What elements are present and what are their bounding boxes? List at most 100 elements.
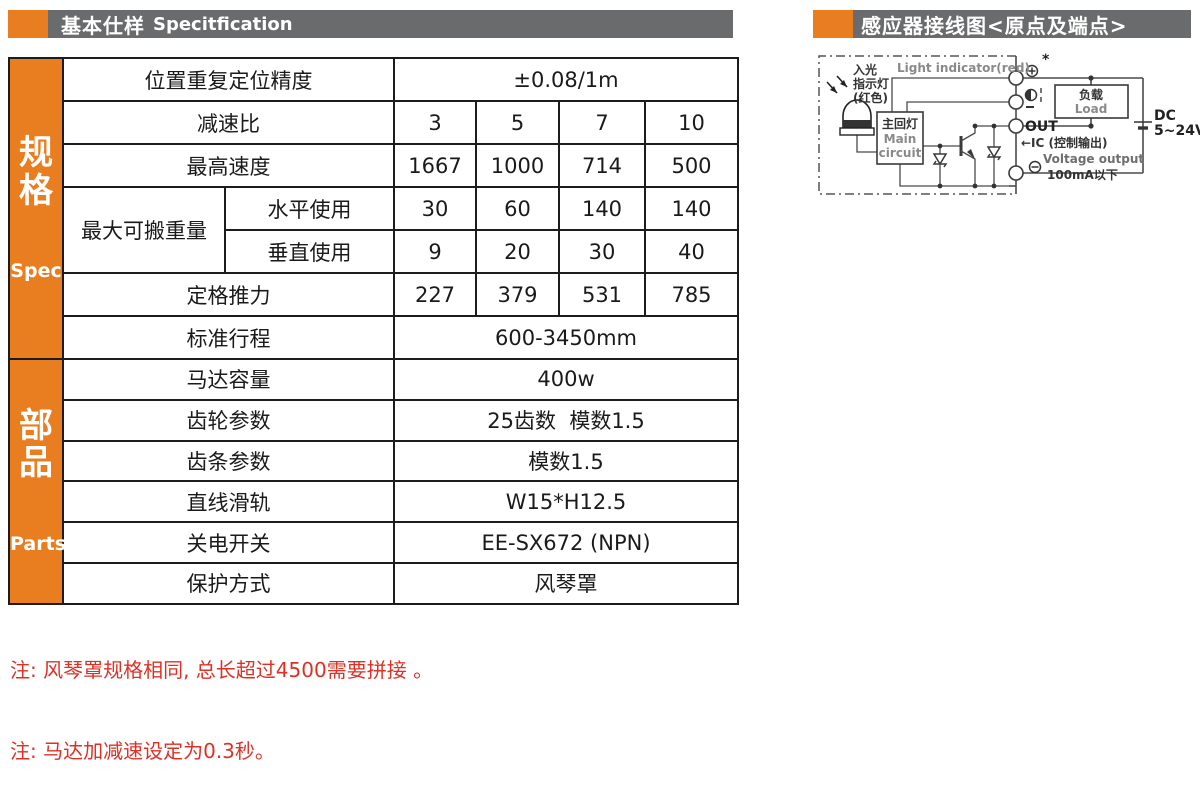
- table-row: 直线滑轨 W15*H12.5: [9, 480, 739, 524]
- thrust-label: 定格推力: [62, 272, 395, 317]
- zener-bar-icon: [932, 160, 948, 168]
- led-label-1: 入光: [853, 62, 877, 77]
- max-speed-value-1: 1667: [393, 143, 477, 188]
- thrust-value-3: 531: [558, 272, 646, 317]
- table-row: 垂直使用 9 20 30 40: [9, 229, 739, 274]
- main-circuit-en-1: Main: [884, 132, 917, 146]
- protection-label: 保护方式: [62, 561, 395, 605]
- footnote-accel: 注: 马达加减速设定为0.3秒。: [10, 739, 275, 763]
- polarity-icon: [1025, 89, 1031, 101]
- led-label-2: 指示灯: [853, 76, 889, 91]
- table-row: 规格 Spec 位置重复定位精度 ±0.08/1m: [8, 57, 739, 360]
- orange-square-icon: [8, 10, 48, 38]
- payload-vertical-value-1: 9: [393, 229, 477, 274]
- table-row: 最大可搬重量 水平使用 30 60 140 140: [9, 186, 739, 274]
- load-label-en: Load: [1075, 102, 1108, 116]
- junction-dot: [972, 123, 978, 129]
- stroke-label: 标准行程: [62, 315, 395, 360]
- current-limit-label: 100mA以下: [1047, 168, 1118, 182]
- section-spec-zh: 规格: [19, 133, 53, 211]
- dc-label: DC: [1154, 108, 1176, 124]
- load-box: [1054, 84, 1129, 119]
- table-row: 最高速度 1667 1000 714 500: [9, 143, 739, 188]
- accuracy-label: 位置重复定位精度: [62, 57, 395, 102]
- main-circuit-en-2: circuit: [879, 146, 922, 160]
- led-icon: [843, 120, 871, 128]
- internal-aux-wire: [906, 101, 1009, 112]
- load-label-zh: 负载: [1079, 87, 1103, 102]
- light-indicator-label: Light indicator(red): [897, 61, 1030, 75]
- table-row: 定格推力 227 379 531 785: [9, 272, 739, 317]
- gear-value: 25齿数 模数1.5: [393, 398, 739, 442]
- motor-label: 马达容量: [62, 358, 395, 401]
- max-speed-value-4: 500: [644, 143, 739, 188]
- led-base-icon: [839, 127, 875, 136]
- switch-value: EE-SX672 (NPN): [393, 521, 739, 564]
- led-lead-wire: [856, 135, 877, 153]
- junction-dot: [937, 143, 943, 149]
- payload-label: 最大可搬重量: [62, 186, 226, 274]
- junction-dot: [1088, 123, 1094, 129]
- internal-positive-wire: [891, 77, 1009, 112]
- out-label: OUT: [1025, 119, 1058, 135]
- thrust-value-2: 379: [475, 272, 560, 317]
- table-row: 齿轮参数 25齿数 模数1.5: [9, 398, 739, 442]
- ratio-label: 减速比: [62, 100, 395, 145]
- junction-dot: [991, 183, 997, 189]
- header-basic-spec-bar: 基本仕样 Specitfication: [48, 10, 733, 38]
- rail-value: W15*H12.5: [393, 480, 739, 524]
- main-circuit-box: [876, 111, 924, 165]
- header-sensor-wiring-title: 感应器接线图<原点及端点>: [861, 13, 1128, 38]
- terminal-out: [1008, 118, 1024, 134]
- table-row: 保护方式 风琴罩: [9, 561, 739, 605]
- main-circuit-zh: 主回灯: [882, 116, 918, 131]
- terminal-negative: [1008, 165, 1024, 181]
- led-label-3: (红色): [853, 90, 888, 105]
- accuracy-value: ±0.08/1m: [393, 57, 739, 102]
- max-speed-value-3: 714: [558, 143, 646, 188]
- payload-vertical-value-4: 40: [644, 229, 739, 274]
- zener-diode-icon: [932, 153, 948, 166]
- transistor-collector: [960, 126, 976, 142]
- sensor-wiring-diagram: * OUT ←IC (控制输出) Voltage output 100mA以下 …: [818, 52, 1200, 195]
- specification-table: 规格 Spec 位置重复定位精度 ±0.08/1m 减速比 3 5 7 10 最…: [8, 57, 739, 605]
- zener-bar-icon: [986, 153, 1002, 161]
- payload-horizontal-value-3: 140: [558, 186, 646, 231]
- dc-voltage-label: 5~24V: [1154, 123, 1200, 139]
- header-basic-spec: 基本仕样 Specitfication: [8, 10, 733, 38]
- payload-vertical-value-2: 20: [475, 229, 560, 274]
- plus-terminal-icon: [1025, 64, 1039, 78]
- light-ray-icon: [830, 86, 837, 93]
- ratio-value-2: 5: [475, 100, 560, 145]
- table-row: 关电开关 EE-SX672 (NPN): [9, 521, 739, 564]
- sensor-boundary-box: [818, 55, 1016, 195]
- header-basic-spec-zh: 基本仕样: [61, 13, 145, 38]
- ratio-value-4: 10: [644, 100, 739, 145]
- table-row: 减速比 3 5 7 10: [9, 100, 739, 145]
- terminal-aux: [1008, 94, 1024, 110]
- gear-label: 齿轮参数: [62, 398, 395, 442]
- payload-horizontal-value-4: 140: [644, 186, 739, 231]
- ic-label: ←IC (控制输出): [1021, 135, 1107, 150]
- protection-value: 风琴罩: [393, 561, 739, 605]
- footnotes: 注: 风琴罩规格相同, 总长超过4500需要拼接 。 注: 马达加减速设定为0.…: [10, 603, 433, 792]
- max-speed-value-2: 1000: [475, 143, 560, 188]
- stroke-value: 600-3450mm: [393, 315, 739, 360]
- payload-vertical-label: 垂直使用: [224, 229, 395, 274]
- ratio-value-3: 7: [558, 100, 646, 145]
- light-ray-icon: [840, 80, 847, 87]
- header-sensor-wiring: 感应器接线图<原点及端点>: [813, 10, 1191, 38]
- ratio-value-1: 3: [393, 100, 477, 145]
- section-spec-en: Spec: [10, 259, 62, 282]
- zener-diode-icon: [986, 146, 1002, 159]
- junction-dot: [937, 183, 943, 189]
- internal-ground-wire: [899, 164, 1009, 187]
- star-mark: *: [1042, 52, 1050, 68]
- voltage-output-label: Voltage output: [1043, 152, 1144, 166]
- orange-square-icon: [813, 10, 853, 38]
- max-speed-label: 最高速度: [62, 143, 395, 188]
- junction-dot: [972, 183, 978, 189]
- junction-dot: [1088, 75, 1094, 81]
- payload-horizontal-value-1: 30: [393, 186, 477, 231]
- rack-label: 齿条参数: [62, 439, 395, 483]
